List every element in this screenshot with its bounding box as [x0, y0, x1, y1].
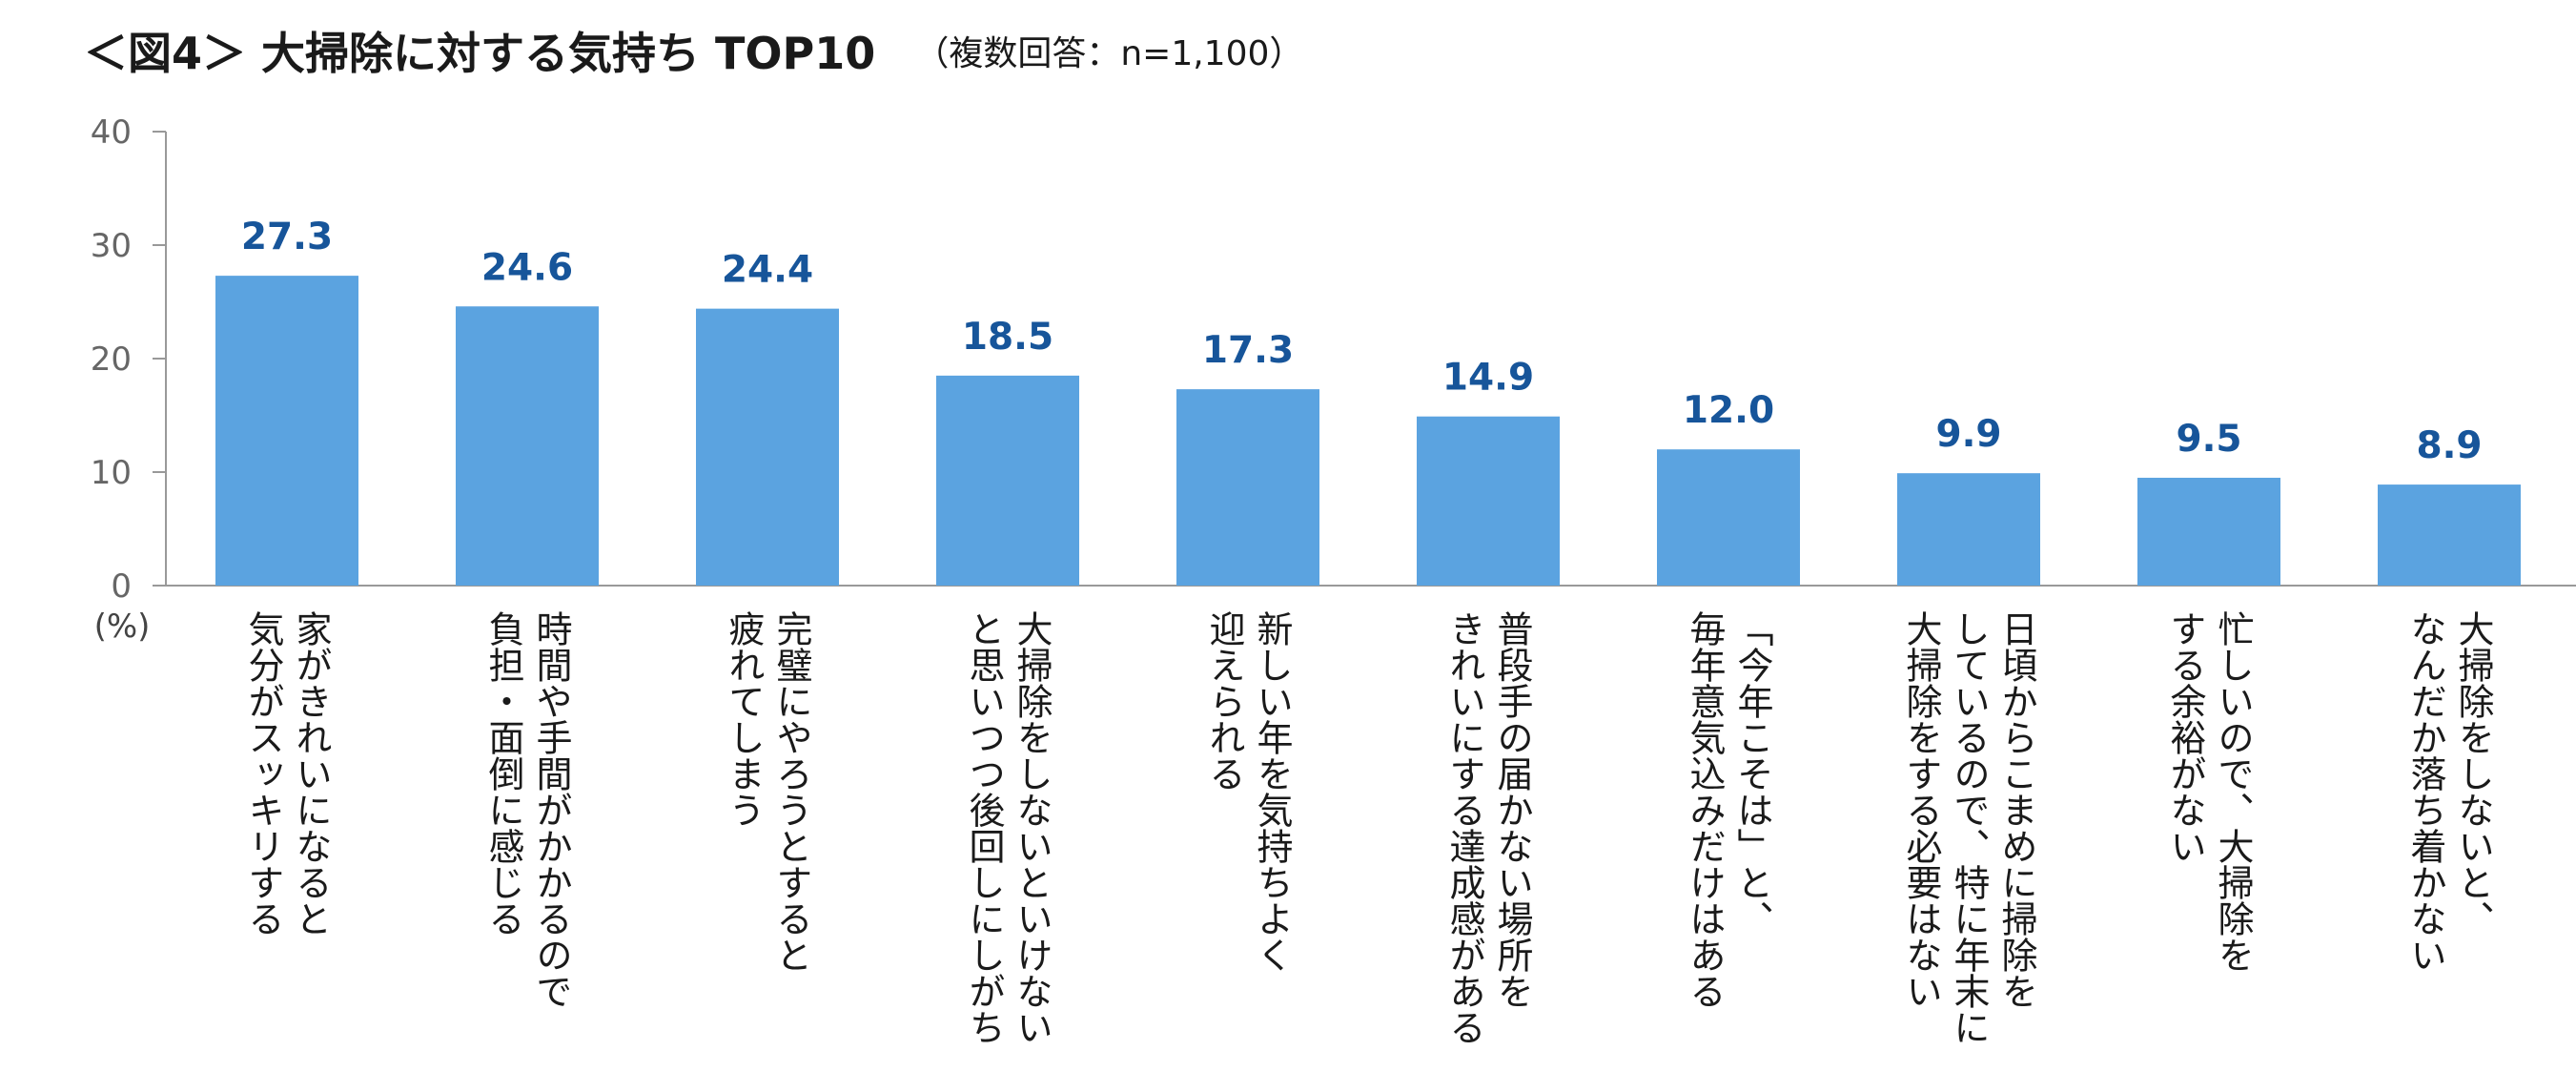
bar	[215, 276, 358, 586]
bar	[2378, 484, 2521, 586]
y-axis-unit: (%)	[94, 608, 151, 646]
chart-subtitle: （複数回答：n=1,100）	[914, 34, 1304, 73]
chart-title: ＜図4＞ 大掃除に対する気持ち TOP10	[84, 28, 876, 79]
bar	[1417, 416, 1560, 586]
category-label: 完璧にやろうとすると疲れてしまう	[723, 610, 812, 973]
data-label: 12.0	[1683, 389, 1774, 432]
bar	[1657, 449, 1800, 586]
bar	[1176, 389, 1319, 586]
category-label: 新しい年を気持ちよく迎えられる	[1203, 610, 1293, 973]
category-label: 忙しいので、大掃除をする余裕がない	[2164, 610, 2254, 973]
bar	[1897, 473, 2040, 586]
data-label: 8.9	[2416, 424, 2482, 467]
data-label: 14.9	[1442, 357, 1534, 400]
data-label: 27.3	[241, 216, 333, 258]
data-label: 18.5	[962, 316, 1053, 359]
category-label: 大掃除をしないといけないと思いつつ後回しにしがち	[963, 610, 1053, 1045]
data-label: 17.3	[1202, 329, 1294, 372]
bar	[456, 306, 599, 586]
bar	[696, 308, 839, 586]
category-label: 日頃からこまめに掃除をしているので、特に年末に大掃除をする必要はない	[1900, 610, 2037, 1045]
category-labels: 家がきれいになると気分がスッキリする 時間や手間がかかるので負担・面倒に感じる 完璧…	[242, 610, 2494, 1045]
bar	[936, 375, 1079, 586]
category-label: 普段手の届かない場所をきれいにする達成感がある	[1443, 610, 1533, 1045]
category-label: 時間や手間がかかるので負担・面倒に感じる	[482, 610, 572, 1009]
data-label: 9.9	[1935, 413, 2001, 456]
category-label: 家がきれいになると気分がスッキリする	[242, 610, 332, 937]
category-label: 大掃除をしないと、なんだか落ち着かない	[2404, 610, 2494, 973]
data-label: 9.5	[2176, 418, 2241, 461]
data-label: 24.6	[481, 246, 573, 289]
category-label: 「今年こそは」と、毎年意気込みだけはある	[1684, 610, 1773, 1009]
bar	[2137, 477, 2280, 586]
y-tick-label: 10	[91, 454, 132, 492]
title-row: ＜図4＞ 大掃除に対する気持ち TOP10 （複数回答：n=1,100）	[84, 19, 1303, 86]
y-tick-label: 20	[91, 340, 132, 379]
axes: 0 10 20 30 40 (%)	[91, 113, 2576, 646]
data-labels: 27.3 24.6 24.4 18.5 17.3 14.9 12.0 9.9 9.5 8.9	[241, 216, 2483, 467]
y-tick-label: 30	[91, 227, 132, 265]
y-tick-label: 40	[91, 113, 132, 152]
data-label: 24.4	[722, 249, 813, 292]
bars	[215, 276, 2521, 586]
y-tick-label: 0	[111, 567, 132, 606]
